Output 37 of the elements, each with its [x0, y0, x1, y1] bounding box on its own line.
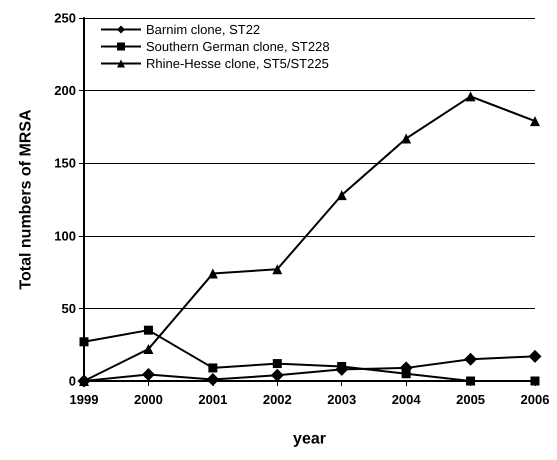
y-tick-label: 250 [54, 10, 76, 26]
legend-label: Southern German clone, ST228 [146, 39, 330, 54]
point [80, 337, 88, 346]
point [206, 373, 220, 386]
point [466, 376, 476, 386]
y-tick-label: 50 [62, 300, 76, 316]
point [464, 352, 478, 366]
y-tick-label: 200 [54, 83, 76, 98]
point [272, 264, 282, 274]
x-tick-label: 2000 [134, 392, 163, 407]
y-tick-label: 0 [68, 374, 76, 388]
point [142, 368, 155, 381]
x-tick-label: 2004 [392, 392, 422, 407]
point [401, 134, 412, 144]
y-tick-label: 150 [54, 156, 76, 171]
point [208, 268, 218, 279]
legend-label: Barnim clone, ST22 [146, 22, 260, 37]
point [466, 91, 476, 102]
x-tick-label: 2006 [520, 392, 550, 407]
point [270, 368, 284, 382]
x-tick-label: 2005 [456, 392, 486, 407]
point [144, 326, 153, 335]
point [528, 350, 542, 363]
x-tick-label: 2003 [327, 392, 356, 407]
point [143, 344, 154, 354]
x-axis-title: year [293, 430, 326, 448]
x-tick-label: 1999 [70, 392, 98, 407]
legend-label: Rhine-Hesse clone, ST5/ST225 [146, 56, 329, 71]
point [402, 369, 411, 378]
x-tick-label: 2001 [198, 392, 228, 407]
point [208, 363, 218, 372]
y-tick-label: 100 [54, 228, 76, 244]
point [530, 116, 540, 126]
point [272, 359, 282, 368]
x-tick-label: 2002 [262, 392, 292, 407]
point [336, 190, 347, 200]
y-axis-title: Total numbers of MRSA [18, 108, 34, 290]
